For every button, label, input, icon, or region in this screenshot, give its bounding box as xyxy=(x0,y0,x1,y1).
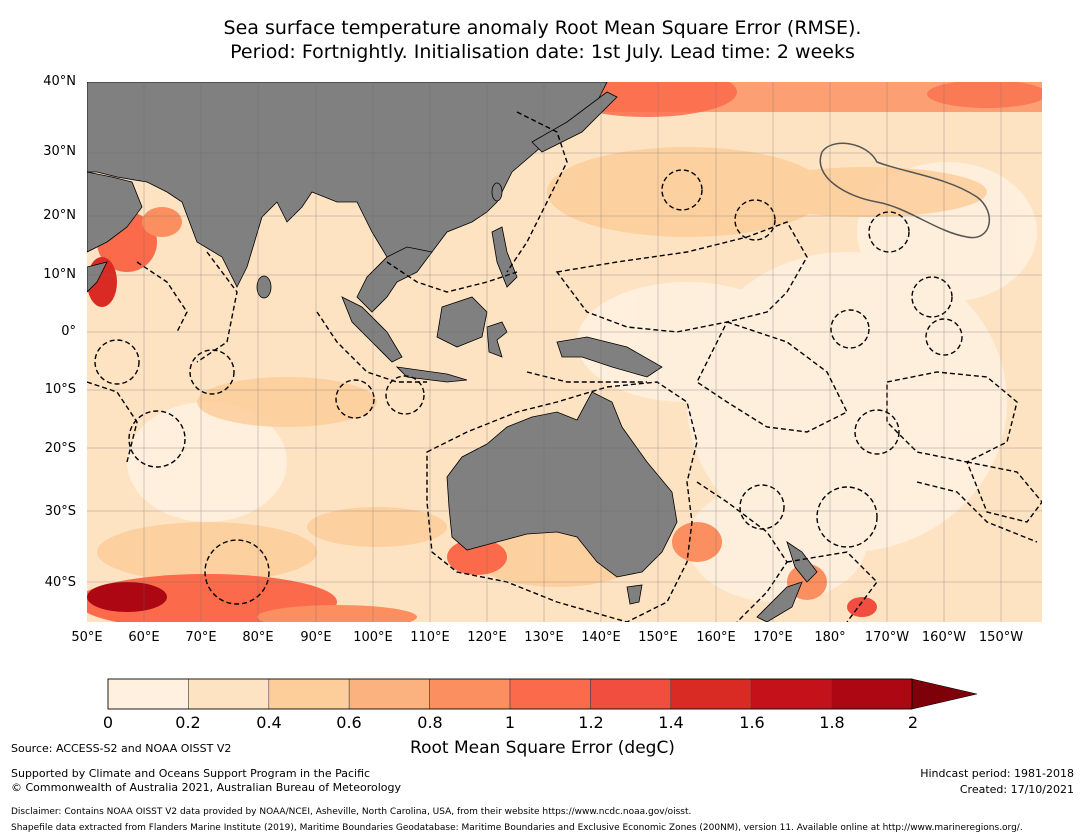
lat-label-30s: 30°S xyxy=(44,504,76,519)
tasmania xyxy=(626,584,643,605)
colorbar-tick-1.6: 1.6 xyxy=(739,713,765,732)
disclaimer-text: Disclaimer: Contains NOAA OISST V2 data … xyxy=(11,807,692,817)
lon-label-170w: 170°W xyxy=(864,630,910,645)
sumatra xyxy=(341,296,403,363)
colorbar-cell xyxy=(831,678,913,710)
colorbar-tick-1.4: 1.4 xyxy=(658,713,684,732)
new-zealand-south xyxy=(756,581,803,622)
lon-label-130e: 130°E xyxy=(524,630,564,645)
lon-label-60e: 60°E xyxy=(128,630,160,645)
source-text: Source: ACCESS-S2 and NOAA OISST V2 xyxy=(11,742,232,755)
colorbar-label: Root Mean Square Error (degC) xyxy=(410,738,675,758)
borneo xyxy=(436,296,488,348)
new-guinea xyxy=(556,336,663,378)
lon-label-170e: 170°E xyxy=(753,630,793,645)
hawaii-eez-outline xyxy=(819,142,991,239)
colorbar-extend-arrow xyxy=(911,678,978,710)
lon-label-150e: 150°E xyxy=(638,630,678,645)
lat-label-10n: 10°N xyxy=(43,267,76,282)
lat-label-40n: 40°N xyxy=(43,74,76,89)
asia-landmass xyxy=(87,82,608,288)
colorbar-tick-0.8: 0.8 xyxy=(417,713,443,732)
medium-error-patches xyxy=(97,147,987,587)
colorbar-cell xyxy=(750,678,832,710)
lat-label-40s: 40°S xyxy=(44,575,76,590)
lon-label-50e: 50°E xyxy=(71,630,103,645)
colorbar xyxy=(107,678,978,710)
land xyxy=(87,82,818,622)
lon-label-90e: 90°E xyxy=(300,630,332,645)
lon-label-150w: 150°W xyxy=(978,630,1024,645)
sulawesi xyxy=(486,321,508,358)
indochina-landmass xyxy=(356,246,433,313)
colorbar-tick-1: 1 xyxy=(504,713,516,732)
graticule xyxy=(87,82,1042,622)
lon-label-160w: 160°W xyxy=(921,630,967,645)
lon-label-70e: 70°E xyxy=(185,630,217,645)
lon-label-80e: 80°E xyxy=(242,630,274,645)
colorbar-cell xyxy=(268,678,350,710)
colorbar-frame xyxy=(107,678,913,710)
australia xyxy=(446,391,678,578)
rmse-map xyxy=(87,82,1042,622)
lon-label-160e: 160°E xyxy=(696,630,736,645)
hindcast-period: Hindcast period: 1981-2018 xyxy=(920,767,1074,780)
colorbar-tick-0.6: 0.6 xyxy=(336,713,362,732)
lon-label-120e: 120°E xyxy=(467,630,507,645)
japan xyxy=(531,91,618,153)
colorbar-cell xyxy=(670,678,752,710)
lat-label-20s: 20°S xyxy=(44,441,76,456)
created-date: Created: 17/10/2021 xyxy=(959,783,1074,796)
support-line1: Supported by Climate and Oceans Support … xyxy=(11,767,371,780)
colorbar-tick-2: 2 xyxy=(907,713,919,732)
lat-label-10s: 10°S xyxy=(44,382,76,397)
sri-lanka xyxy=(256,275,272,299)
eez-boundaries xyxy=(87,111,1042,622)
africa-horn xyxy=(87,261,108,293)
chart-title-line1: Sea surface temperature anomaly Root Mea… xyxy=(223,17,862,39)
colorbar-tick-1.2: 1.2 xyxy=(578,713,604,732)
taiwan xyxy=(491,182,503,202)
arabia-landmass xyxy=(87,171,143,253)
lon-label-110e: 110°E xyxy=(410,630,450,645)
support-line2: © Commonwealth of Australia 2021, Austra… xyxy=(11,781,401,794)
lon-label-140e: 140°E xyxy=(581,630,621,645)
chart-title-line2: Period: Fortnightly. Initialisation date… xyxy=(230,41,855,63)
lat-label-0: 0° xyxy=(61,324,76,339)
colorbar-cell xyxy=(348,678,430,710)
colorbar-cell xyxy=(107,678,189,710)
colorbar-tick-1.8: 1.8 xyxy=(819,713,845,732)
lat-label-30n: 30°N xyxy=(43,144,76,159)
colorbar-tick-0: 0 xyxy=(102,713,114,732)
colorbar-tick-0.4: 0.4 xyxy=(256,713,282,732)
colorbar-cell xyxy=(590,678,672,710)
colorbar-tick-0.2: 0.2 xyxy=(175,713,201,732)
shapefile-credit: Shapefile data extracted from Flanders M… xyxy=(11,823,1023,833)
philippines xyxy=(491,226,518,288)
new-zealand-north xyxy=(786,541,818,583)
lon-label-180: 180° xyxy=(814,630,846,645)
lon-label-100e: 100°E xyxy=(353,630,393,645)
colorbar-cell xyxy=(429,678,511,710)
lat-label-20n: 20°N xyxy=(43,208,76,223)
colorbar-cell xyxy=(509,678,591,710)
colorbar-cell xyxy=(188,678,270,710)
